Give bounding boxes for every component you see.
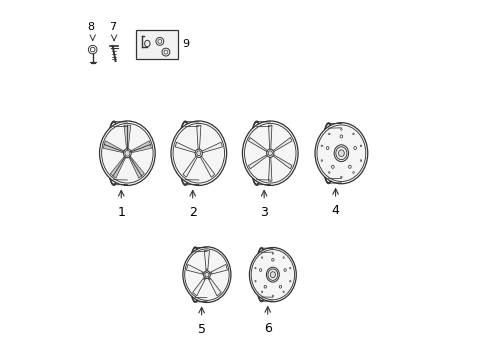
Ellipse shape <box>328 133 329 135</box>
Polygon shape <box>183 156 197 177</box>
Ellipse shape <box>352 133 353 135</box>
Polygon shape <box>186 265 203 274</box>
Ellipse shape <box>360 145 361 147</box>
Text: 6: 6 <box>263 322 271 335</box>
Ellipse shape <box>264 285 266 288</box>
Ellipse shape <box>183 247 230 302</box>
Text: 1: 1 <box>117 206 125 219</box>
Ellipse shape <box>289 280 290 282</box>
Polygon shape <box>268 157 271 181</box>
Text: 7: 7 <box>108 22 116 32</box>
Text: 3: 3 <box>260 206 267 219</box>
Ellipse shape <box>242 121 298 185</box>
Polygon shape <box>175 142 195 153</box>
Ellipse shape <box>348 165 350 168</box>
Ellipse shape <box>196 151 201 156</box>
Polygon shape <box>272 138 291 152</box>
Bar <box>135 30 178 59</box>
Ellipse shape <box>204 272 208 277</box>
Ellipse shape <box>339 135 342 138</box>
Polygon shape <box>196 125 201 149</box>
Polygon shape <box>200 156 214 177</box>
Text: 2: 2 <box>188 206 196 219</box>
Ellipse shape <box>210 272 211 274</box>
Ellipse shape <box>340 176 342 178</box>
Ellipse shape <box>254 267 256 269</box>
Ellipse shape <box>338 150 344 157</box>
Polygon shape <box>130 141 151 153</box>
Ellipse shape <box>254 280 256 282</box>
Ellipse shape <box>261 257 262 258</box>
Ellipse shape <box>340 129 342 130</box>
Polygon shape <box>123 125 130 149</box>
Ellipse shape <box>353 147 356 149</box>
Text: 9: 9 <box>183 39 189 49</box>
Ellipse shape <box>283 257 284 258</box>
Ellipse shape <box>352 172 353 173</box>
Ellipse shape <box>261 291 262 293</box>
Ellipse shape <box>284 269 285 271</box>
Ellipse shape <box>328 172 329 173</box>
Text: 4: 4 <box>331 204 339 217</box>
Ellipse shape <box>270 272 275 278</box>
Ellipse shape <box>333 145 348 162</box>
Ellipse shape <box>360 160 361 161</box>
Polygon shape <box>202 142 222 153</box>
Ellipse shape <box>314 123 367 184</box>
Ellipse shape <box>271 258 273 261</box>
Ellipse shape <box>272 253 273 254</box>
Ellipse shape <box>279 285 281 288</box>
Ellipse shape <box>321 145 322 147</box>
Ellipse shape <box>272 295 273 297</box>
Ellipse shape <box>249 248 296 302</box>
Polygon shape <box>208 277 221 296</box>
Polygon shape <box>192 277 205 296</box>
Text: 5: 5 <box>197 323 205 336</box>
Ellipse shape <box>325 147 328 149</box>
Ellipse shape <box>202 272 203 274</box>
Polygon shape <box>129 156 144 178</box>
Ellipse shape <box>208 278 210 280</box>
Polygon shape <box>268 125 271 149</box>
Polygon shape <box>110 156 125 178</box>
Ellipse shape <box>171 121 226 185</box>
Ellipse shape <box>259 269 261 271</box>
Polygon shape <box>209 265 227 274</box>
Polygon shape <box>204 251 209 271</box>
Ellipse shape <box>321 160 322 161</box>
Polygon shape <box>272 155 291 169</box>
Ellipse shape <box>100 121 155 185</box>
Ellipse shape <box>267 151 272 156</box>
Ellipse shape <box>331 165 333 168</box>
Ellipse shape <box>283 291 284 293</box>
Polygon shape <box>248 155 267 169</box>
Polygon shape <box>248 138 267 152</box>
Ellipse shape <box>124 150 130 156</box>
Ellipse shape <box>289 267 290 269</box>
Ellipse shape <box>206 269 207 270</box>
Polygon shape <box>103 141 124 153</box>
Text: 8: 8 <box>87 22 94 32</box>
Ellipse shape <box>266 267 279 282</box>
Ellipse shape <box>203 278 204 280</box>
